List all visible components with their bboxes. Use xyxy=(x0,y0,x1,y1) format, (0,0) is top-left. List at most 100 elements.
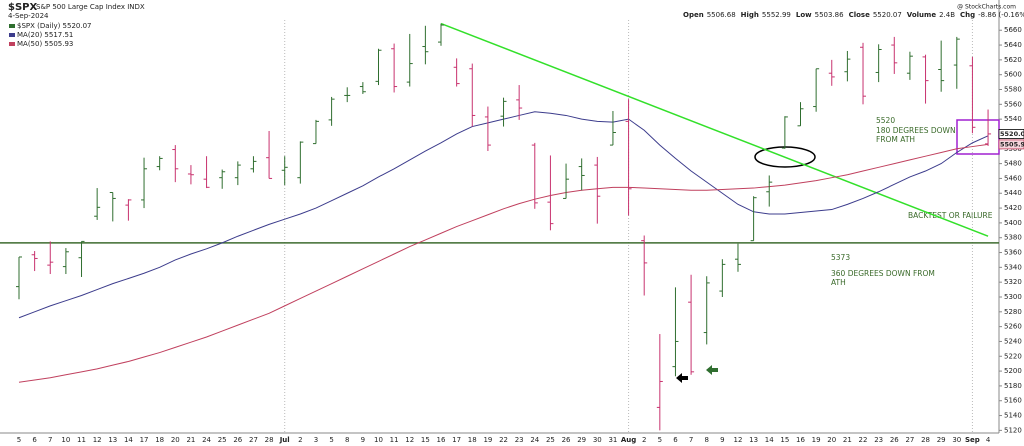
x-tick-label: 27 xyxy=(249,436,258,444)
info-value: 2.4B xyxy=(939,11,955,19)
x-tick-label: 23 xyxy=(874,436,883,444)
y-tick-label: 5340 xyxy=(1004,263,1022,271)
y-tick-label: 5440 xyxy=(1004,189,1022,197)
x-tick-label: 12 xyxy=(93,436,102,444)
x-tick-label: 21 xyxy=(843,436,852,444)
legend-label: MA(20) 5517.51 xyxy=(17,31,73,39)
x-tick-label: 12 xyxy=(405,436,414,444)
x-tick-label: 30 xyxy=(593,436,602,444)
x-tick-label: 14 xyxy=(765,436,774,444)
x-tick-label: 27 xyxy=(905,436,914,444)
info-label: Low xyxy=(796,11,812,19)
x-tick-label: 5 xyxy=(658,436,662,444)
annotation: ATH xyxy=(831,278,846,287)
y-tick-label: 5220 xyxy=(1004,352,1022,360)
x-tick-label: 16 xyxy=(437,436,446,444)
x-tick-label: 29 xyxy=(937,436,946,444)
x-tick-label: 31 xyxy=(608,436,617,444)
x-tick-label: 9 xyxy=(720,436,724,444)
y-tick-label: 5380 xyxy=(1004,234,1022,242)
info-label: High xyxy=(741,11,759,19)
legend-swatch xyxy=(9,33,15,37)
x-tick-label: 13 xyxy=(108,436,117,444)
x-tick-label: 15 xyxy=(421,436,430,444)
trend-line xyxy=(440,22,989,237)
x-tick-label: 5 xyxy=(329,436,333,444)
x-tick-label: Sep xyxy=(965,436,980,444)
x-tick-label: 26 xyxy=(562,436,571,444)
x-tick-label: 24 xyxy=(202,436,211,444)
x-tick-label: 19 xyxy=(812,436,821,444)
y-tick-label: 5160 xyxy=(1004,397,1022,405)
moving-average xyxy=(18,143,989,383)
x-tick-label: 5 xyxy=(17,436,21,444)
y-tick-label: 5200 xyxy=(1004,367,1022,375)
y-tick-label: 5300 xyxy=(1004,293,1022,301)
y-tick-label: 5660 xyxy=(1004,26,1022,34)
x-tick-label: 8 xyxy=(704,436,708,444)
info-value: 5552.99 xyxy=(762,11,791,19)
price-flag xyxy=(998,129,1024,139)
annotation: FROM ATH xyxy=(876,135,915,144)
x-tick-label: 13 xyxy=(749,436,758,444)
x-tick-label: 26 xyxy=(890,436,899,444)
y-tick-label: 5120 xyxy=(1004,426,1022,434)
x-tick-label: 22 xyxy=(859,436,868,444)
annotation: 180 DEGREES DOWN xyxy=(876,126,956,135)
x-tick-label: 8 xyxy=(345,436,349,444)
date: 4-Sep-2024 xyxy=(8,12,49,20)
x-tick-label: 20 xyxy=(171,436,180,444)
x-tick-label: 30 xyxy=(952,436,961,444)
x-tick-label: 18 xyxy=(155,436,164,444)
info-value: 5520.07 xyxy=(873,11,902,19)
y-tick-label: 5420 xyxy=(1004,204,1022,212)
x-tick-label: 28 xyxy=(265,436,274,444)
x-tick-label: 9 xyxy=(361,436,365,444)
y-tick-label: 5240 xyxy=(1004,337,1022,345)
x-tick-label: 18 xyxy=(468,436,477,444)
title: $SPX xyxy=(8,2,37,13)
x-tick-label: Jul xyxy=(279,436,290,444)
info-bar: Open 5506.68 High 5552.99 Low 5503.86 Close 552… xyxy=(683,11,1024,19)
x-tick-label: 23 xyxy=(515,436,524,444)
y-tick-label: 5620 xyxy=(1004,56,1022,64)
annotation: BACKTEST OR FAILURE xyxy=(908,211,993,220)
info-label: Close xyxy=(849,11,871,19)
x-tick-label: 3 xyxy=(314,436,318,444)
y-tick-label: 5640 xyxy=(1004,41,1022,49)
y-tick-label: 5460 xyxy=(1004,174,1022,182)
x-tick-label: 21 xyxy=(186,436,195,444)
x-tick-label: 26 xyxy=(233,436,242,444)
x-tick-label: 25 xyxy=(546,436,555,444)
y-tick-label: 5600 xyxy=(1004,71,1022,79)
x-tick-label: 7 xyxy=(689,436,693,444)
info-label: Open xyxy=(683,11,704,19)
plot: 5120514051605180520052205240526052805300… xyxy=(0,20,1024,444)
x-tick-label: 12 xyxy=(734,436,743,444)
x-tick-label: 29 xyxy=(577,436,586,444)
legend-swatch xyxy=(9,24,15,28)
arrow xyxy=(676,373,688,383)
info-label: Chg xyxy=(960,11,975,19)
legend-swatch xyxy=(9,42,15,46)
x-tick-label: 7 xyxy=(48,436,52,444)
x-tick-label: 17 xyxy=(140,436,149,444)
price-flag-label: 5520.07 xyxy=(1000,130,1024,138)
x-tick-label: 4 xyxy=(986,436,991,444)
y-tick-label: 5580 xyxy=(1004,86,1022,94)
y-tick-label: 5180 xyxy=(1004,382,1022,390)
x-tick-label: 14 xyxy=(124,436,133,444)
x-tick-label: 17 xyxy=(452,436,461,444)
price-flag-label: 5505.93 xyxy=(1000,140,1024,148)
price-flag xyxy=(998,139,1024,150)
x-tick-label: 16 xyxy=(796,436,805,444)
x-tick-label: 10 xyxy=(61,436,70,444)
y-tick-label: 5360 xyxy=(1004,249,1022,257)
y-tick-label: 5560 xyxy=(1004,100,1022,108)
info-value: 5506.68 xyxy=(707,11,736,19)
x-tick-label: 6 xyxy=(32,436,37,444)
